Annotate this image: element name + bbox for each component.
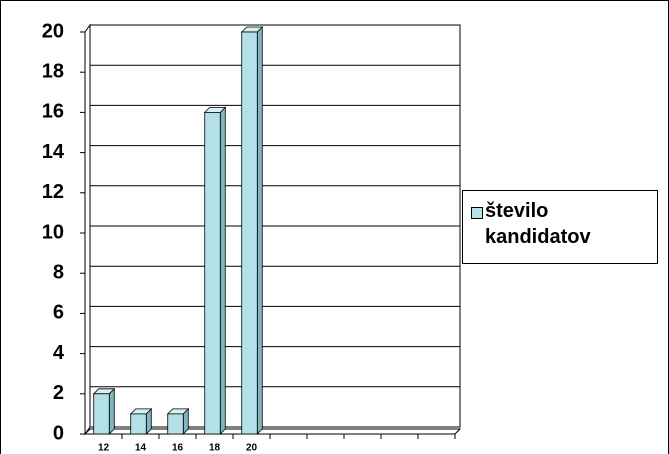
bar-side	[219, 106, 226, 435]
x-tick-label: 18	[209, 443, 221, 454]
side-wall	[84, 23, 91, 436]
bar	[167, 413, 184, 435]
x-tick-label: 20	[246, 443, 258, 454]
y-tick-label: 16	[42, 101, 64, 123]
x-tick-label: 12	[98, 443, 110, 454]
y-tick-label: 0	[53, 422, 64, 444]
y-tick-label: 18	[42, 60, 64, 82]
x-tick-label: 16	[172, 443, 184, 454]
bar	[130, 413, 147, 435]
bar	[241, 31, 258, 435]
bar-side	[108, 387, 115, 435]
bar-side	[256, 26, 263, 435]
y-tick-label: 8	[53, 261, 64, 283]
y-tick-label: 20	[42, 20, 64, 42]
y-tick-label: 14	[42, 141, 65, 163]
legend: število kandidatov	[462, 190, 658, 264]
y-tick-label: 10	[42, 221, 64, 243]
bar	[204, 112, 221, 435]
y-tick-label: 4	[53, 342, 65, 364]
y-tick-label: 6	[53, 302, 64, 324]
y-tick-label: 2	[53, 382, 64, 404]
legend-swatch	[471, 207, 483, 219]
x-tick-label: 14	[135, 443, 147, 454]
y-tick-label: 12	[42, 181, 64, 203]
bar	[93, 393, 110, 435]
legend-label: število kandidatov	[485, 200, 591, 248]
